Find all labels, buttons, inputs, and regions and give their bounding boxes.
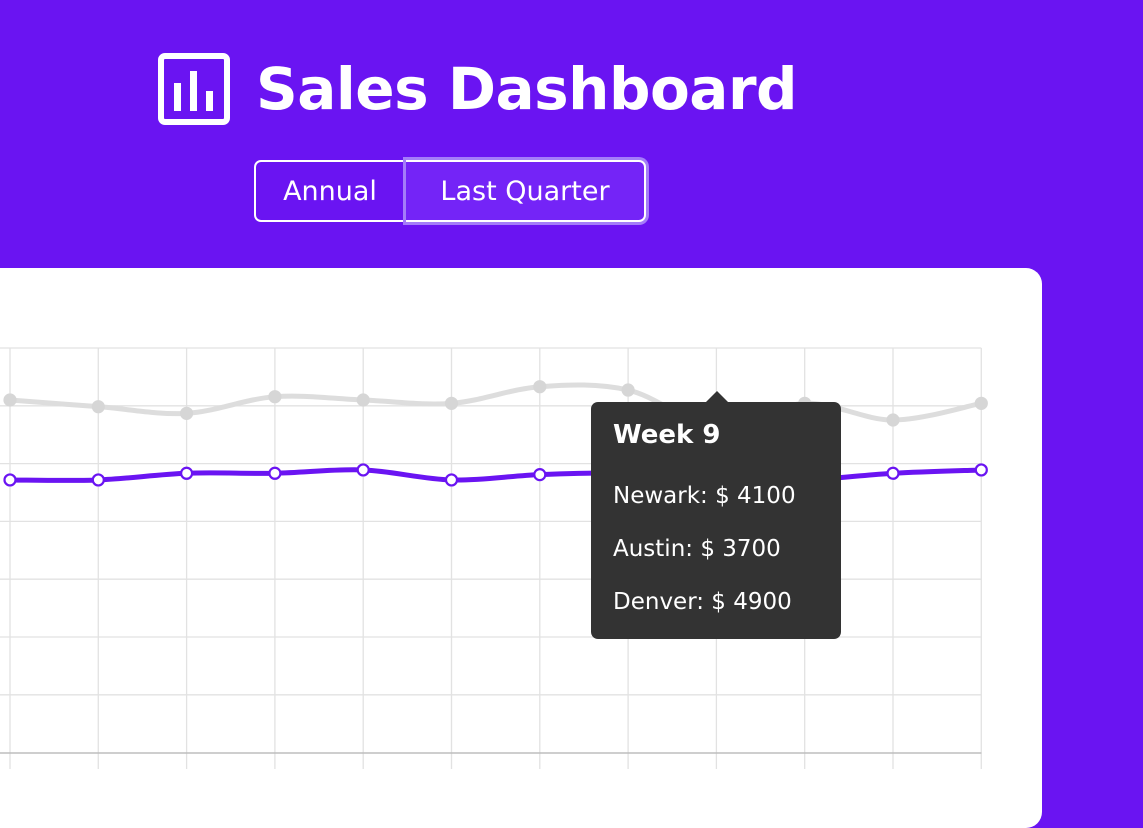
data-point-newark xyxy=(3,473,17,487)
data-point-denver xyxy=(91,400,105,414)
data-point-denver xyxy=(3,393,17,407)
data-point-newark xyxy=(533,468,547,482)
tab-last-quarter[interactable]: Last Quarter xyxy=(406,160,646,222)
data-point-denver xyxy=(268,390,282,404)
data-point-newark xyxy=(974,463,988,477)
dashboard-header: Sales Dashboard xyxy=(158,52,798,126)
bar-chart-icon xyxy=(158,53,230,125)
data-point-denver xyxy=(533,380,547,394)
tooltip-row-austin: Austin: $ 3700 xyxy=(613,536,781,562)
period-tabs: Annual Last Quarter xyxy=(254,160,646,222)
chart-card xyxy=(0,268,1042,828)
data-point-denver xyxy=(974,396,988,410)
data-point-denver xyxy=(444,396,459,410)
data-point-newark xyxy=(268,466,282,480)
tooltip-row-denver: Denver: $ 4900 xyxy=(613,589,792,615)
line-chart[interactable] xyxy=(0,0,1143,769)
page-title: Sales Dashboard xyxy=(256,55,798,123)
tab-annual[interactable]: Annual xyxy=(254,160,406,222)
data-point-newark xyxy=(356,463,370,477)
data-point-newark xyxy=(444,473,459,487)
tooltip-title: Week 9 xyxy=(613,420,721,450)
data-point-newark xyxy=(91,473,105,487)
tooltip-row-newark: Newark: $ 4100 xyxy=(613,483,796,509)
data-point-newark xyxy=(180,466,194,480)
data-point-denver xyxy=(180,406,194,420)
data-point-denver xyxy=(356,393,370,407)
chart-tooltip: Week 9 Newark: $ 4100 Austin: $ 3700 Den… xyxy=(591,391,841,639)
data-point-newark xyxy=(886,466,900,480)
data-point-denver xyxy=(886,413,900,427)
data-point-denver xyxy=(621,383,635,397)
